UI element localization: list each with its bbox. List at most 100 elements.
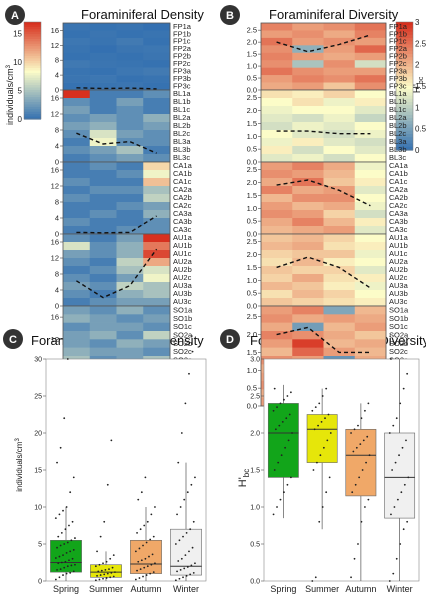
boxplot-c-point: [56, 461, 58, 464]
heatmap-b-bl-ytick-label: 2.5: [247, 93, 257, 102]
boxplot-d-point: [283, 491, 285, 494]
boxplot-d-point: [326, 439, 329, 442]
colorbar-b-band: [396, 114, 413, 119]
boxplot-d-point: [313, 428, 316, 431]
heatmap-b-ca-row-label: CA2b: [389, 193, 408, 202]
heatmap-a-fp-cell: [116, 30, 144, 39]
boxplot-c-point: [134, 550, 137, 553]
colorbar-b-band: [396, 73, 413, 77]
boxplot-d-point: [398, 454, 400, 457]
colorbar-b-band: [396, 102, 413, 106]
heatmap-b-so-cell: [323, 322, 356, 332]
boxplot-c-point: [114, 571, 116, 574]
heatmap-a-fp-ytick-label: 16: [51, 26, 59, 35]
heatmap-b-ca-ytick-label: 2.5: [247, 165, 257, 174]
heatmap-b-au-row-label: AU3a: [389, 281, 409, 290]
heatmap-b-fp-cell: [323, 67, 356, 76]
boxplot-c-point: [152, 535, 155, 538]
heatmap-b-ca-cell: [354, 170, 387, 179]
heatmap-b-au-trend-line: [276, 256, 371, 289]
boxplot-c-point: [96, 574, 98, 577]
heatmap-b-bl-row-label: BL2a: [389, 113, 407, 122]
heatmap-a-fp-ytick-label: 8: [55, 56, 59, 65]
boxplot-c-box: [130, 539, 162, 574]
heatmap-a-au-trend-line: [76, 248, 158, 299]
heatmap-a-fp-cell: [89, 30, 117, 39]
boxplot-c-box: [170, 528, 202, 576]
heatmap-a-au-cell: [89, 242, 117, 251]
heatmap-a-fp-cell: [143, 37, 171, 46]
panel-b-colorbar-label: H'bc: [412, 76, 425, 93]
colorbar-b-band: [396, 50, 413, 55]
colorbar-b-band: [396, 121, 413, 125]
colorbar-b-band: [396, 44, 413, 49]
heatmap-b-so-cell: [292, 339, 324, 348]
heatmap-a-fp-ytick-label: 4: [55, 71, 59, 80]
boxplot-d-point: [314, 406, 317, 408]
heatmap-b-so-cell: [323, 314, 356, 323]
boxplot-d-point: [327, 413, 330, 416]
boxplot-d-ytick-label: 2.5: [250, 394, 260, 401]
boxplot-c-point: [182, 535, 184, 538]
heatmap-a-bl-cell: [116, 90, 144, 99]
heatmap-b-so-trend-line: [276, 326, 371, 354]
heatmap-b-au-cell: [261, 250, 293, 259]
heatmap-a-au-cell: [143, 266, 171, 275]
boxplot-c-point: [137, 498, 140, 501]
heatmap-b-so-cell: [292, 306, 324, 315]
heatmap-a-so-cell: [143, 306, 171, 315]
heatmap-b-au-cell: [261, 266, 293, 275]
colorbar-b-band: [396, 54, 413, 58]
heatmap-a-fp-cell: [63, 45, 91, 54]
heatmap-b-bl-cell: [354, 106, 387, 115]
heatmap-b-ca-cell: [323, 194, 356, 203]
boxplot-c-point: [188, 372, 190, 375]
boxplot-c-point: [144, 476, 147, 479]
colorbar-b-tick: 1.5: [415, 82, 426, 91]
colorbar-a-tick: 10: [13, 58, 22, 67]
heatmap-b-bl-row-label: BL3b: [389, 145, 407, 154]
boxplot-d-point: [311, 409, 314, 412]
heatmap-b-bl-ytick-label: 1.0: [247, 132, 257, 141]
heatmap-a-au-cell: [143, 258, 171, 267]
boxplot-d-point: [274, 428, 277, 431]
boxplot-c-ytick-label: 5: [38, 542, 42, 549]
colorbar-a-band: [24, 106, 41, 110]
heatmap-a-au-ytick-label: 0: [55, 302, 59, 311]
boxplot-d-xtick-label: Winter: [387, 584, 413, 594]
heatmap-b-au-ytick-label: 1.5: [247, 263, 257, 272]
heatmap-b-fp-cell: [261, 75, 293, 83]
colorbar-a-band: [24, 29, 41, 33]
heatmap-a-bl-cell: [143, 138, 171, 147]
heatmap-a-bl-row-label: BL1a: [173, 89, 191, 98]
boxplot-d-ytick-label: 2.0: [250, 431, 260, 438]
heatmap-a-so-row-label: SO2c: [173, 347, 192, 356]
colorbar-a-band: [24, 70, 41, 74]
boxplot-c-point: [70, 539, 73, 542]
heatmap-b-so-cell: [323, 331, 356, 340]
heatmap-b-so-ytick-label: 2.5: [247, 312, 257, 321]
heatmap-b-ca-cell: [292, 218, 324, 227]
heatmap-a-au-ytick-label: 8: [55, 270, 59, 279]
panel-a-colorbar-label: individuals/cm3: [5, 64, 15, 125]
boxplot-d-point: [388, 580, 391, 582]
heatmap-a-fp-cell: [63, 23, 91, 31]
boxplot-d-point: [403, 483, 406, 486]
boxplot-d-ytick-label: 0.5: [250, 542, 260, 549]
colorbar-b-band: [396, 130, 413, 135]
heatmap-b-bl-cell: [323, 146, 356, 155]
heatmap-a-ca-cell: [89, 170, 117, 179]
boxplot-d-point: [325, 387, 328, 390]
heatmap-b-ca-cell: [354, 178, 387, 187]
heatmap-b-ca-cell: [261, 186, 293, 195]
boxplot-d-point: [396, 498, 399, 501]
boxplot-c-point: [139, 528, 142, 531]
colorbar-b-band: [396, 76, 413, 81]
boxplot-d-point: [277, 461, 280, 464]
heatmap-b-so-cell: [261, 339, 293, 348]
heatmap-b-ca-cell: [261, 194, 293, 203]
boxplot-c-point: [180, 432, 183, 434]
heatmap-a-ca-row-label: CA2c: [173, 201, 192, 210]
heatmap-a-ca-ytick-label: 4: [55, 214, 59, 223]
heatmap-a-so-cell: [89, 331, 117, 340]
